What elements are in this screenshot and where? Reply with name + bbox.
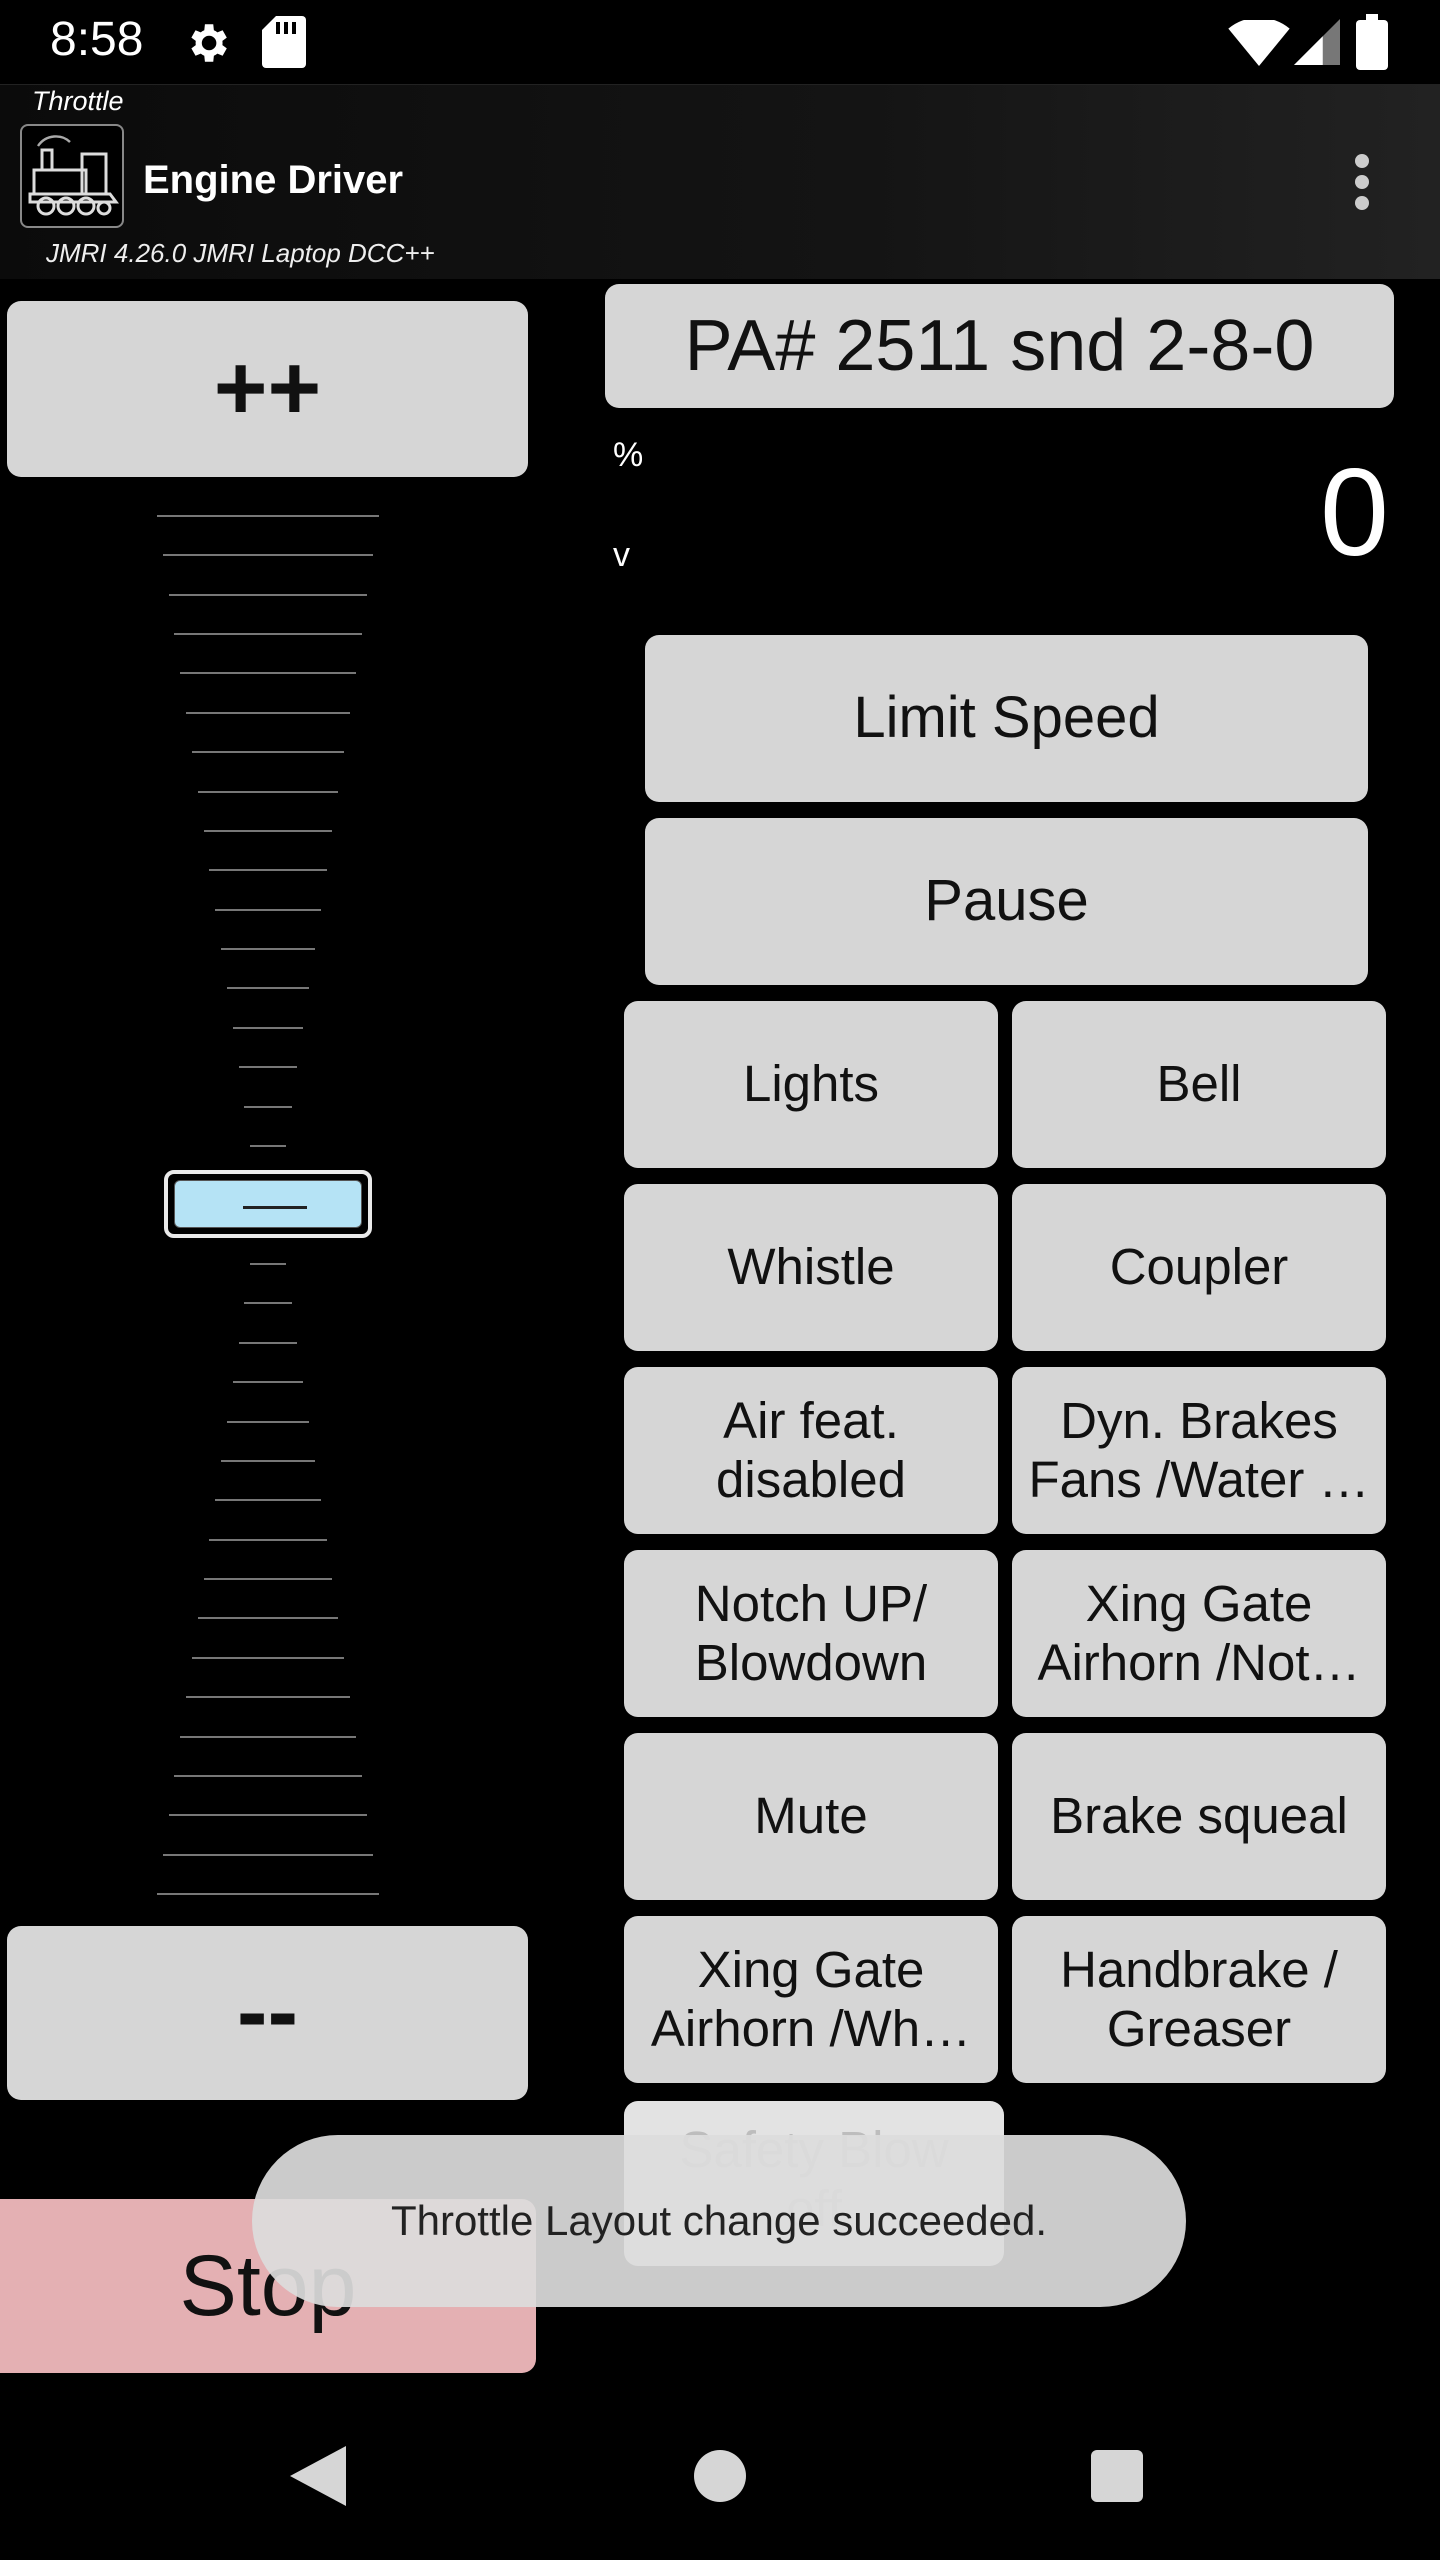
function-button-notch-up[interactable]: Notch UP/ Blowdown (624, 1550, 998, 1717)
function-label-line: Dyn. Brakes (1060, 1391, 1338, 1449)
slider-tick (180, 672, 356, 675)
slider-tick (238, 1066, 298, 1069)
limit-speed-button[interactable]: Limit Speed (645, 635, 1368, 802)
slider-tick (197, 790, 339, 793)
recents-icon[interactable] (1091, 2450, 1143, 2502)
speed-up-button[interactable]: ++ (7, 301, 528, 477)
function-button-coupler[interactable]: Coupler (1012, 1184, 1386, 1351)
function-label-line: disabled (716, 1450, 906, 1508)
function-label-line: Blowdown (694, 1633, 928, 1691)
slider-tick (226, 987, 310, 990)
slider-tick (209, 1538, 327, 1541)
slider-tick (244, 1302, 292, 1305)
app-bar (0, 84, 1440, 279)
app-subtitle: Throttle (32, 86, 124, 116)
slider-tick (250, 1144, 286, 1147)
locomotive-logo-icon (20, 124, 124, 228)
overflow-menu-icon[interactable] (1338, 146, 1388, 218)
battery-icon (1356, 14, 1388, 70)
function-button-lights[interactable]: Lights (624, 1001, 998, 1168)
slider-tick (215, 908, 321, 911)
function-button-air-feat[interactable]: Air feat. disabled (624, 1367, 998, 1534)
slider-tick (180, 1735, 356, 1738)
slider-thumb[interactable] (164, 1170, 372, 1238)
function-label: Bell (1156, 1055, 1242, 1113)
slider-tick (191, 751, 345, 754)
slider-tick (221, 948, 315, 951)
speed-unit-label: % (613, 436, 644, 474)
slider-tick (226, 1420, 310, 1423)
back-icon[interactable] (290, 2446, 346, 2506)
function-label-line: Airhorn /Wh… (650, 1999, 972, 2057)
cell-signal-icon (1294, 19, 1340, 65)
slider-tick (244, 1105, 292, 1108)
function-label-line: Xing Gate (697, 1940, 925, 1998)
wifi-icon (1228, 20, 1290, 66)
slider-tick (162, 1853, 374, 1856)
slider-tick (168, 1814, 368, 1817)
function-button-whistle[interactable]: Whistle (624, 1184, 998, 1351)
slider-tick (157, 515, 379, 517)
slider-tick (215, 1499, 321, 1502)
status-bar (0, 0, 1440, 84)
function-button-handbrake[interactable]: Handbrake / Greaser (1012, 1916, 1386, 2083)
slider-tick (168, 593, 368, 596)
function-label-line: Airhorn /Not… (1037, 1633, 1361, 1691)
loco-select-button[interactable]: PA# 2511 snd 2-8-0 (605, 284, 1394, 408)
function-label: Lights (742, 1055, 880, 1113)
slider-tick (232, 1381, 304, 1384)
slider-tick (232, 1026, 304, 1029)
sd-card-icon (262, 16, 306, 68)
status-time: 8:58 (50, 13, 144, 66)
slider-tick (203, 829, 333, 832)
slider-tick (174, 633, 362, 636)
slider-tick (238, 1341, 298, 1344)
function-label-line: Xing Gate (1085, 1574, 1313, 1632)
function-button-xing-gate-notch[interactable]: Xing Gate Airhorn /Not… (1012, 1550, 1386, 1717)
function-label-line: Greaser (1106, 1999, 1292, 2057)
slider-tick (174, 1774, 362, 1777)
slider-tick (162, 554, 374, 557)
speed-down-button[interactable]: -- (7, 1926, 528, 2100)
function-button-bell[interactable]: Bell (1012, 1001, 1386, 1168)
pause-button[interactable]: Pause (645, 818, 1368, 985)
function-button-mute[interactable]: Mute (624, 1733, 998, 1900)
slider-tick (191, 1656, 345, 1659)
slider-tick (186, 1696, 350, 1699)
toast-message: Throttle Layout change succeeded. (252, 2135, 1186, 2307)
function-label: Coupler (1109, 1238, 1289, 1296)
connection-status: JMRI 4.26.0 JMRI Laptop DCC++ (46, 238, 435, 268)
slider-thumb-grip (174, 1180, 362, 1228)
function-button-brake-squeal[interactable]: Brake squeal (1012, 1733, 1386, 1900)
home-icon[interactable] (694, 2450, 746, 2502)
function-label-line: Notch UP/ (694, 1574, 928, 1632)
function-label: Brake squeal (1050, 1787, 1348, 1845)
function-button-dyn-brakes[interactable]: Dyn. Brakes Fans /Water … (1012, 1367, 1386, 1534)
direction-label: v (613, 536, 630, 574)
app-title: Engine Driver (143, 158, 404, 202)
function-button-xing-gate-whistle[interactable]: Xing Gate Airhorn /Wh… (624, 1916, 998, 2083)
slider-tick (203, 1578, 333, 1581)
function-label-line: Fans /Water … (1028, 1450, 1370, 1508)
slider-tick (250, 1263, 286, 1266)
speed-value: 0 (1320, 444, 1389, 582)
function-label: Whistle (727, 1238, 895, 1296)
function-label-line: Handbrake / (1060, 1940, 1338, 1998)
slider-tick (209, 869, 327, 872)
function-label: Mute (754, 1787, 868, 1845)
slider-tick (221, 1459, 315, 1462)
slider-tick (197, 1617, 339, 1620)
function-label-line: Air feat. (723, 1391, 899, 1449)
slider-tick (186, 711, 350, 714)
slider-tick (157, 1893, 379, 1895)
gear-icon (191, 24, 227, 62)
